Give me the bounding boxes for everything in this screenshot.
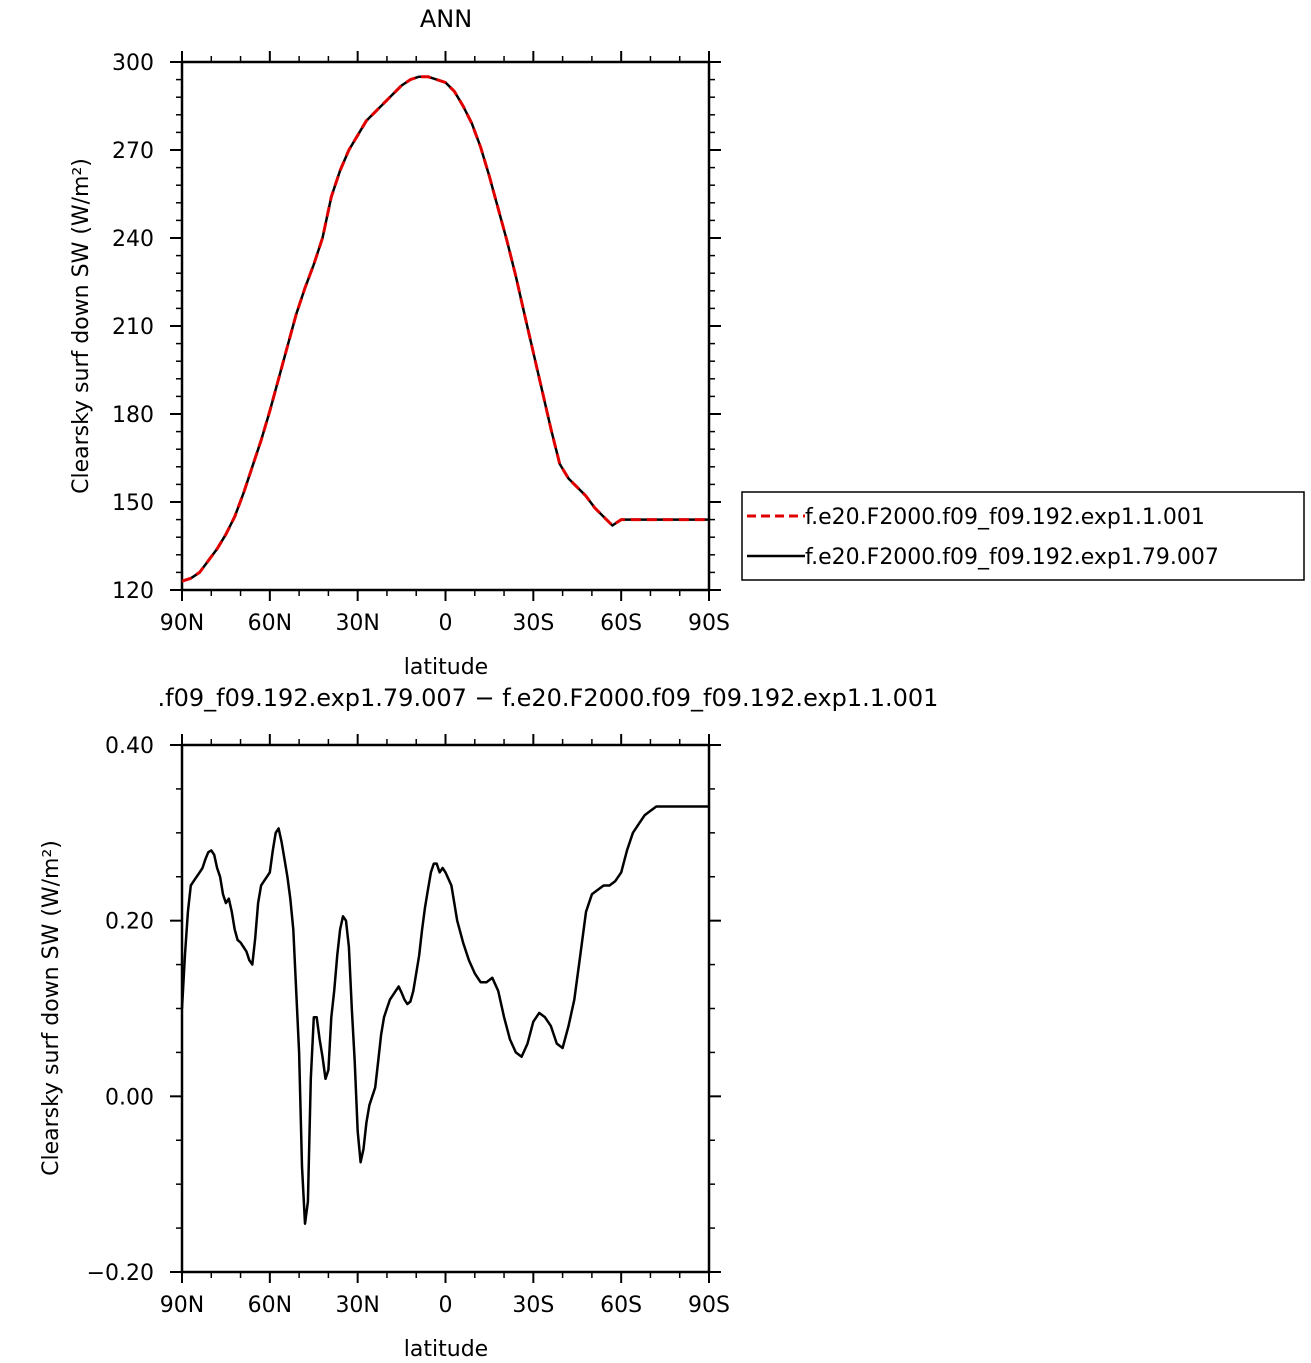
x-tick-label: 90S (688, 611, 730, 636)
y-tick-label: 0.20 (105, 910, 154, 935)
series-line (181, 75, 709, 583)
bottom-x-axis-title: latitude (404, 1337, 488, 1362)
bottom-axis-ticks: 90N 60N 30N 0 30S 60S 90S −0.20 0.00 0.20 0.40 (87, 734, 730, 1318)
series-line (180, 805, 709, 1225)
y-tick-label: 120 (112, 579, 154, 604)
bottom-panel: .f09_f09.192.exp1.79.007 − f.e20.F2000.f… (39, 684, 938, 1362)
y-tick-label: 150 (112, 491, 154, 516)
x-tick-label: 60S (600, 1293, 642, 1318)
y-tick-label: 0.00 (105, 1085, 154, 1110)
top-plot-lines (181, 75, 709, 583)
x-tick-label: 60S (600, 611, 642, 636)
y-tick-label: 240 (112, 227, 154, 252)
x-tick-label: 90S (688, 1293, 730, 1318)
y-tick-label: 0.40 (105, 734, 154, 759)
top-y-axis-title: Clearsky surf down SW (W/m²) (69, 158, 94, 494)
top-panel-title: ANN (420, 5, 472, 33)
x-tick-label: 90N (160, 611, 204, 636)
x-tick-label: 60N (248, 1293, 292, 1318)
bottom-plot-lines (180, 805, 709, 1225)
x-tick-label: 0 (439, 611, 453, 636)
y-tick-label: 270 (112, 139, 154, 164)
top-panel: ANN 90N 60N 30N 0 30S 60S 90S 120 150 180 210 240 27… (69, 5, 730, 680)
top-x-axis-title: latitude (404, 655, 488, 680)
x-tick-label: 60N (248, 611, 292, 636)
legend-frame (741, 491, 1305, 581)
x-tick-label: 30N (335, 611, 379, 636)
legend-entry-label: f.e20.F2000.f09_f09.192.exp1.1.001 (805, 505, 1205, 530)
y-tick-label: 300 (112, 51, 154, 76)
x-tick-label: 0 (439, 1293, 453, 1318)
y-tick-label: 210 (112, 315, 154, 340)
legend: f.e20.F2000.f09_f09.192.exp1.1.001 f.e20… (741, 491, 1305, 581)
legend-entry-label: f.e20.F2000.f09_f09.192.exp1.79.007 (805, 545, 1219, 570)
bottom-plot-frame (180, 743, 711, 1274)
series-line (181, 75, 709, 583)
bottom-y-axis-title: Clearsky surf down SW (W/m²) (39, 840, 64, 1176)
x-tick-label: 30S (512, 611, 554, 636)
x-tick-label: 90N (160, 1293, 204, 1318)
y-tick-label: −0.20 (87, 1261, 154, 1286)
top-plot-frame (180, 60, 711, 592)
y-tick-label: 180 (112, 403, 154, 428)
x-tick-label: 30N (335, 1293, 379, 1318)
top-axis-ticks: 90N 60N 30N 0 30S 60S 90S 120 150 180 210 240 270 300 (112, 51, 730, 636)
bottom-panel-title: .f09_f09.192.exp1.79.007 − f.e20.F2000.f… (158, 684, 939, 712)
x-tick-label: 30S (512, 1293, 554, 1318)
